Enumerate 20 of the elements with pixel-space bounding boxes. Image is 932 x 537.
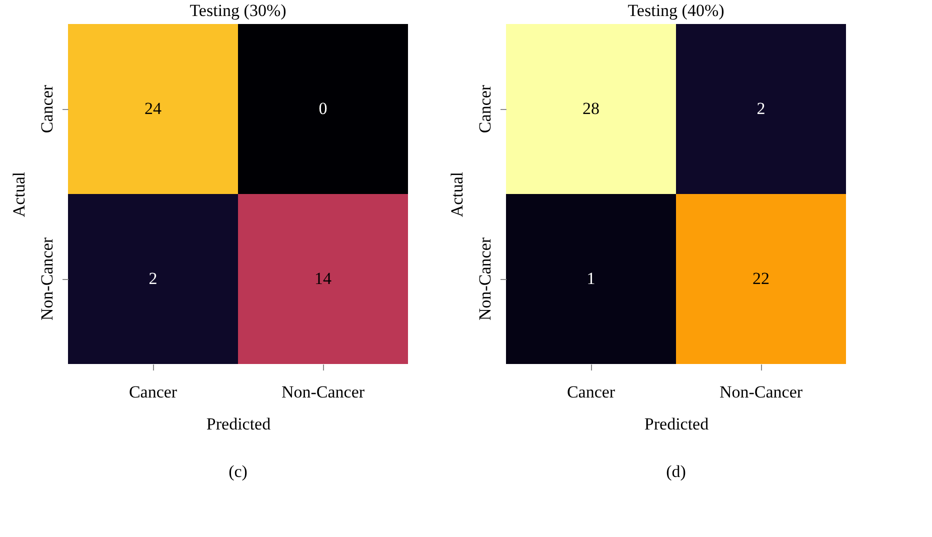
data-label: 1 [586,269,596,288]
x-tick-label: Non-Cancer [719,382,803,402]
x-tick-label: Cancer [128,382,178,402]
text: (c) [228,462,248,481]
data-label: 28 [582,99,600,118]
x-tick-label: Non-Cancer [281,382,365,402]
x-tick-label: Cancer [566,382,616,402]
chart-title: Testing (40%) [628,1,724,20]
data-label: 14 [314,269,332,288]
y-axis-title: Actual [448,172,466,218]
x-axis-title: Predicted [206,414,272,434]
data-label: 2 [756,99,766,118]
x-axis-title: Predicted [644,414,710,434]
text: (d) [666,462,686,481]
data-label: 22 [752,269,770,288]
chart-title: Testing (30%) [190,1,286,20]
data-label: 0 [318,99,328,118]
data-label: 24 [144,99,162,118]
y-axis-title: Actual [10,172,28,218]
data-label: 2 [148,269,158,288]
